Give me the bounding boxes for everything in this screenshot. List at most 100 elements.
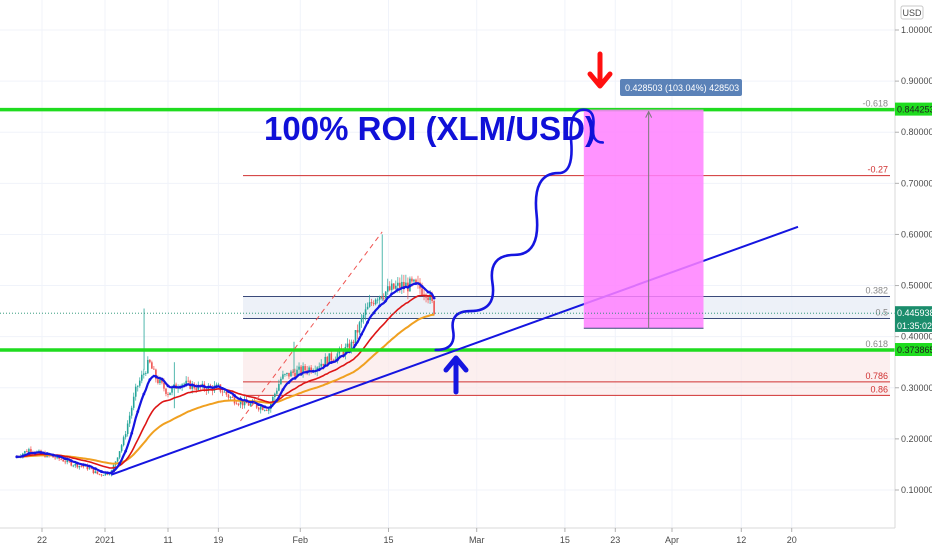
ema-fast-marker (27, 451, 31, 455)
candle-body (54, 457, 56, 459)
measure-label-box (620, 79, 742, 96)
candle-body (376, 299, 379, 301)
candle-body (261, 406, 264, 411)
candle-body (227, 394, 230, 398)
candle-body (153, 368, 155, 370)
candle-body (167, 393, 169, 395)
price-badge-label: 0.445938 (897, 308, 932, 318)
fib-label: 0.618 (865, 339, 888, 349)
candle-body (221, 391, 224, 393)
candle-body (163, 382, 165, 389)
candle-body (143, 373, 145, 375)
x-tick-label: 19 (213, 535, 223, 545)
x-tick-label: 20 (787, 535, 797, 545)
fib-label: 0.382 (865, 286, 888, 296)
candle-body (308, 367, 310, 373)
candle-body (388, 286, 391, 291)
candle-body (431, 294, 433, 301)
candle-body (225, 391, 228, 395)
candle-body (399, 282, 401, 289)
candle-body (86, 465, 89, 470)
candle-body (348, 343, 351, 352)
candle-body (332, 360, 335, 361)
price-axis-panel (895, 0, 932, 550)
candle-body (364, 309, 367, 316)
candle-body (217, 384, 220, 386)
candle-body (263, 410, 266, 411)
y-tick-label: 0.100000 (901, 485, 932, 495)
ema-fast-marker (263, 405, 267, 409)
ema-fast-marker (335, 358, 339, 362)
x-tick-label: 11 (163, 535, 172, 545)
candle-body (255, 403, 258, 408)
candle-body (88, 468, 91, 470)
candle-body (318, 366, 320, 368)
candle-body (76, 463, 79, 468)
candle-body (403, 281, 405, 288)
x-tick-label: Feb (293, 535, 309, 545)
ema-fast-marker (281, 388, 285, 392)
ema-fast-marker (136, 410, 140, 414)
candle-body (38, 450, 40, 452)
ema-fast-marker (196, 384, 200, 388)
x-tick-label: 23 (610, 535, 620, 545)
candle-body (165, 388, 167, 394)
ema-fast-marker (184, 383, 188, 387)
candle-body (247, 403, 250, 406)
ema-fast-line (16, 282, 436, 475)
ema-fast-marker (378, 304, 382, 308)
candle-body (132, 396, 135, 408)
candle-body (334, 359, 337, 361)
candle-body (30, 449, 32, 453)
candle-body (229, 397, 232, 398)
ema-fast-marker (39, 451, 43, 454)
candle-body (231, 397, 234, 398)
candle-body (90, 468, 93, 470)
candle-body (145, 373, 147, 374)
candle-body (350, 341, 353, 352)
ema-fast-marker (118, 462, 122, 466)
ema-fast-marker (293, 376, 297, 380)
ema-fast-marker (148, 378, 152, 382)
ema-fast-marker (311, 369, 315, 373)
candle-body (26, 451, 28, 452)
candle-body (330, 353, 333, 361)
candle-body (78, 465, 81, 468)
ema-fast-marker (172, 385, 176, 389)
candle-body (96, 471, 99, 474)
ema-fast-marker (227, 390, 230, 394)
candle-body (294, 372, 296, 377)
ema-fast-marker (287, 380, 291, 384)
candle-body (429, 294, 431, 301)
ema-fast-marker (178, 385, 182, 389)
fib-band-382 (243, 296, 890, 319)
candle-body (56, 456, 58, 459)
x-tick-label: 2021 (95, 535, 115, 545)
candle-body (239, 400, 242, 405)
candle-body (326, 356, 329, 365)
candle-body (215, 384, 218, 386)
candle-body (421, 288, 423, 295)
ema-fast-marker (366, 320, 369, 324)
candle-body (433, 300, 435, 315)
currency-button[interactable] (900, 5, 924, 20)
candle-body (28, 449, 30, 452)
candle-body (386, 286, 389, 292)
candle-body (126, 423, 129, 435)
candle-body (336, 353, 339, 360)
candle-body (401, 281, 403, 289)
ema-fast-marker (87, 464, 91, 468)
candle-body (207, 385, 210, 391)
candle-body (356, 330, 359, 333)
ema-fast-marker (384, 299, 388, 303)
ema-fast-marker (354, 343, 357, 347)
candle-body (237, 404, 240, 405)
candle-body (155, 369, 157, 380)
x-tick-label: Mar (469, 535, 485, 545)
